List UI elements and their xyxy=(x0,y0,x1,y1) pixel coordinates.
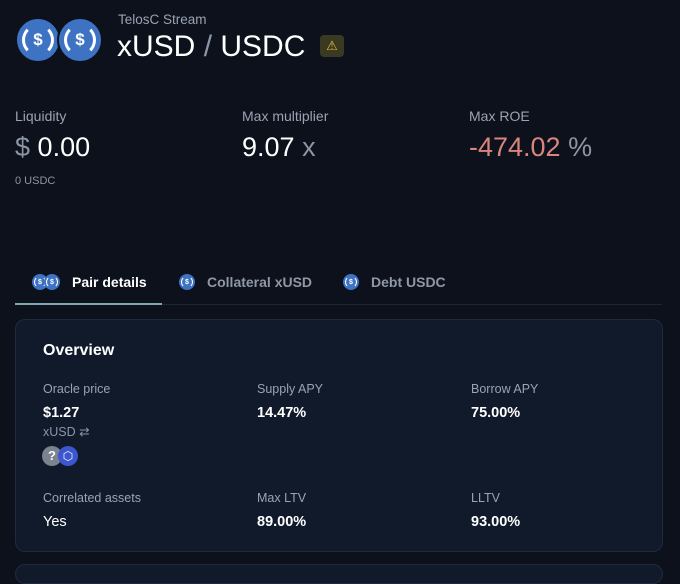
tab-debt[interactable]: $ Debt USDC xyxy=(343,274,446,290)
liquidity-sub: 0 USDC xyxy=(15,175,56,187)
max-ltv-label: Max LTV xyxy=(257,491,307,505)
oracle-unit[interactable]: xUSD ⇄ xyxy=(43,424,90,439)
collateral-symbol: xUSD xyxy=(117,30,196,63)
oracle-price-label: Oracle price xyxy=(43,382,111,396)
max-roe-value: -474.02 % xyxy=(469,132,592,163)
max-multiplier-value: 9.07 x xyxy=(242,132,316,163)
pair-title: xUSD / USDC xyxy=(117,30,305,64)
liquidity-label: Liquidity xyxy=(15,108,67,124)
lltv-label: LLTV xyxy=(471,491,500,505)
overview-title: Overview xyxy=(43,342,115,359)
usdc-token-icon: $ xyxy=(57,17,103,63)
max-roe-label: Max ROE xyxy=(469,108,530,124)
tab-pair-details[interactable]: $ $ Pair details xyxy=(32,274,147,290)
active-tab-indicator xyxy=(15,303,162,305)
overview-card: Overview Oracle price $1.27 xUSD ⇄ ? ⬡ S… xyxy=(15,319,663,552)
unknown-oracle-icon[interactable]: ? xyxy=(42,446,62,466)
oracle-unit-label: xUSD xyxy=(43,425,76,439)
usdc-icon: $ xyxy=(343,274,361,290)
pair-icon: $ $ xyxy=(32,274,62,290)
liquidity-amount: 0.00 xyxy=(37,132,91,162)
pair-subtitle: TelosC Stream xyxy=(118,12,207,27)
pair-separator: / xyxy=(203,30,213,63)
liquidity-value: $ 0.00 xyxy=(15,132,90,163)
tabs-divider xyxy=(15,304,662,305)
chainlink-icon[interactable]: ⬡ xyxy=(58,446,78,466)
tab-label: Debt USDC xyxy=(371,274,446,290)
borrow-apy-label: Borrow APY xyxy=(471,382,539,396)
tab-label: Collateral xUSD xyxy=(207,274,313,290)
oracle-price-value: $1.27 xyxy=(43,405,80,421)
correlated-value: Yes xyxy=(43,514,67,530)
tab-label: Pair details xyxy=(72,274,147,290)
swap-icon[interactable]: ⇄ xyxy=(79,425,90,439)
next-card xyxy=(15,564,663,584)
max-multiplier-label: Max multiplier xyxy=(242,108,329,124)
xusd-icon: $ xyxy=(179,274,197,290)
max-ltv-value: 89.00% xyxy=(257,514,307,530)
roe-amount: -474.02 xyxy=(469,132,561,162)
roe-suffix: % xyxy=(568,132,593,162)
correlated-label: Correlated assets xyxy=(43,491,141,505)
debt-symbol: USDC xyxy=(220,30,306,63)
supply-apy-label: Supply APY xyxy=(257,382,324,396)
tab-collateral[interactable]: $ Collateral xUSD xyxy=(179,274,312,290)
warning-icon[interactable]: ⚠ xyxy=(320,35,344,57)
multiplier-suffix: x xyxy=(302,132,316,162)
lltv-value: 93.00% xyxy=(471,514,521,530)
supply-apy-value: 14.47% xyxy=(257,405,307,421)
multiplier-amount: 9.07 xyxy=(242,132,295,162)
borrow-apy-value: 75.00% xyxy=(471,405,521,421)
currency-prefix: $ xyxy=(15,132,31,162)
xusd-token-icon: $ xyxy=(15,17,61,63)
